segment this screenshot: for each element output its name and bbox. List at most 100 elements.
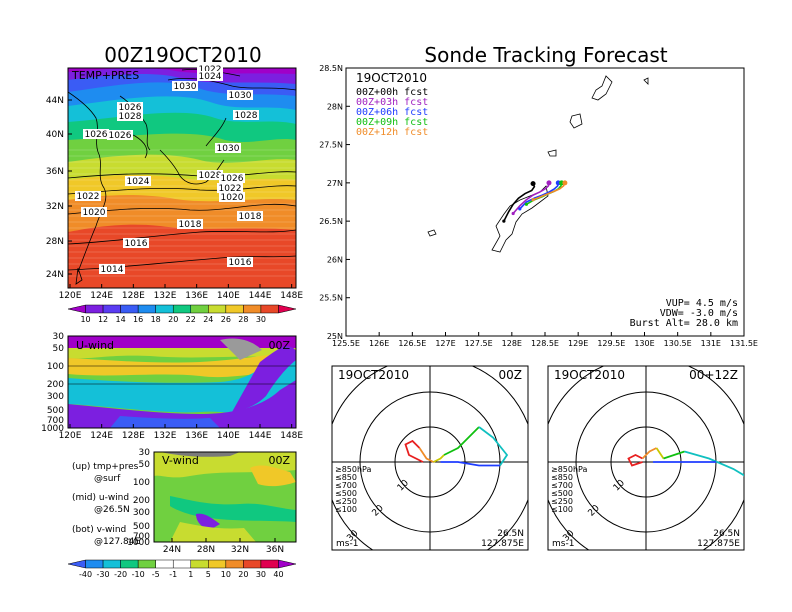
- track-map-panel: 125.5E 126E 126.5E 127E 127.5E 128E 128.5E 129E…: [319, 64, 758, 348]
- colorbar-swatch: [67, 304, 86, 314]
- wind-colorbar-label: -1: [169, 570, 177, 579]
- hodograph-level: ≥850hPa: [551, 465, 588, 474]
- hodograph-level: ≤250: [335, 497, 357, 506]
- track-xtick-label: 127.5E: [465, 339, 493, 348]
- contour-label-bg: [99, 264, 125, 274]
- track-xtick-label: 126.5E: [398, 339, 426, 348]
- u-xtick-label: 132E: [154, 431, 177, 441]
- wind-colorbar-label: 30: [256, 570, 266, 579]
- colorbar-label: 16: [133, 315, 143, 324]
- contour-label: 1026: [221, 174, 244, 184]
- track-stat: Burst Alt= 28.0 km: [630, 318, 738, 329]
- hodograph-level: ≥850hPa: [335, 465, 372, 474]
- colorbar-swatch: [172, 304, 192, 314]
- contour-label: 1026: [119, 103, 142, 113]
- ring-label: 40: [536, 554, 551, 569]
- burst-point: [562, 180, 568, 186]
- contour-label-bg: [219, 173, 245, 183]
- burst-point: [530, 181, 536, 187]
- track-stat: VUP= 4.5 m/s: [666, 298, 738, 309]
- contour-label: 1030: [174, 82, 197, 92]
- track-xtick-label: 126E: [369, 339, 389, 348]
- track-map-ticks: 125.5E 126E 126.5E 127E 127.5E 128E 128.5E 129E…: [319, 64, 758, 348]
- u-wind-time: 00Z: [268, 339, 290, 352]
- hodograph-lat: 26.5N: [497, 529, 524, 539]
- colorbar-label: 30: [256, 315, 266, 324]
- temp-field: [68, 68, 296, 288]
- track-ytick-label: 26N: [327, 255, 343, 264]
- wind-colorbar-label: 5: [206, 570, 211, 579]
- wind-colorbar-swatch: [208, 559, 227, 569]
- v-ytick-label: 30: [139, 448, 151, 458]
- contour-label-bg: [117, 111, 143, 121]
- temp-map-xticks: 120E 124E 128E 132E 136E 140E 144E 148E: [59, 284, 303, 301]
- u-ytick-label: 700: [47, 416, 64, 426]
- wind-colorbar-swatch: [190, 559, 209, 569]
- u-wind-label: U-wind: [76, 339, 114, 352]
- contour-label: 1026: [85, 130, 108, 140]
- contour-label: 1016: [125, 239, 148, 249]
- right-title: Sonde Tracking Forecast: [424, 43, 667, 67]
- hodograph-segment: [684, 450, 744, 477]
- side-note: @surf: [94, 474, 121, 484]
- hodograph-segment: [404, 439, 424, 463]
- temp-colorbar: 10 12 14 16 18 20 22 24 26 28 30: [67, 304, 297, 324]
- wind-colorbar-label: 1: [188, 570, 193, 579]
- colorbar-label: 14: [116, 315, 126, 324]
- map-ytick-label: 40N: [46, 130, 64, 140]
- hodograph-level: ≤850: [335, 473, 357, 482]
- colorbar-swatch: [243, 304, 262, 314]
- u-ytick-label: 100: [47, 362, 64, 372]
- v-ytick-label: 1000: [127, 538, 150, 548]
- colorbar-swatch: [190, 304, 209, 314]
- hodograph-units: ms-1: [336, 539, 358, 549]
- hodograph-segment: [440, 461, 500, 467]
- track-legend-entry: 00Z+06h fcst: [356, 107, 428, 118]
- contour-label: 1028: [235, 111, 258, 121]
- temp-map-yticks: 24N 28N 32N 36N 40N 44N: [46, 96, 72, 280]
- v-ytick-label: 700: [133, 532, 150, 542]
- okinawa-coastline: [427, 75, 649, 253]
- hodograph-level: ≤700: [551, 481, 573, 490]
- colorbar-label: 26: [221, 315, 231, 324]
- wind-colorbar-swatch: [260, 559, 279, 569]
- u-ytick-label: 50: [53, 344, 65, 354]
- hodograph-segment: [443, 426, 480, 456]
- map-ytick-label: 24N: [46, 270, 64, 280]
- v-xtick-label: 32N: [231, 545, 249, 555]
- contour-label: 1020: [221, 193, 244, 203]
- track-ytick-label: 28N: [327, 102, 343, 111]
- map-xtick-label: 128E: [122, 291, 145, 301]
- ring-label: 10: [612, 478, 627, 493]
- contour-label: 1028: [119, 112, 142, 122]
- wind-colorbar-swatch: [67, 559, 86, 569]
- u-xtick-label: 128E: [122, 431, 145, 441]
- contour-label: 1018: [179, 220, 202, 230]
- contour-label-bg: [237, 211, 263, 221]
- wind-colorbar-label: -10: [132, 570, 145, 579]
- track-xtick-label: 129.5E: [597, 339, 625, 348]
- contour-label: 1014: [101, 265, 124, 275]
- contour-label-bg: [217, 183, 243, 193]
- track-stat: VDW= -3.0 m/s: [660, 308, 738, 319]
- contour-label-bg: [215, 143, 241, 153]
- track-line: [532, 182, 566, 201]
- colorbar-swatch: [102, 304, 121, 314]
- wind-colorbar-label: -5: [152, 570, 160, 579]
- u-wind-xticks: 120E 124E 128E 132E 136E 140E 144E 148E: [59, 424, 303, 441]
- hodograph-segment: [418, 447, 434, 463]
- v-wind-label: V-wind: [162, 454, 199, 467]
- contour-label: 1020: [83, 208, 106, 218]
- side-note: (mid) u-wind: [72, 493, 129, 503]
- v-ytick-label: 200: [133, 496, 150, 506]
- colorbar-label: 28: [238, 315, 248, 324]
- hodograph-segment: [641, 447, 657, 460]
- track-ytick-label: 27N: [327, 179, 343, 188]
- wind-colorbar-label: 40: [273, 570, 283, 579]
- hodograph-date: 19OCT2010: [554, 368, 625, 382]
